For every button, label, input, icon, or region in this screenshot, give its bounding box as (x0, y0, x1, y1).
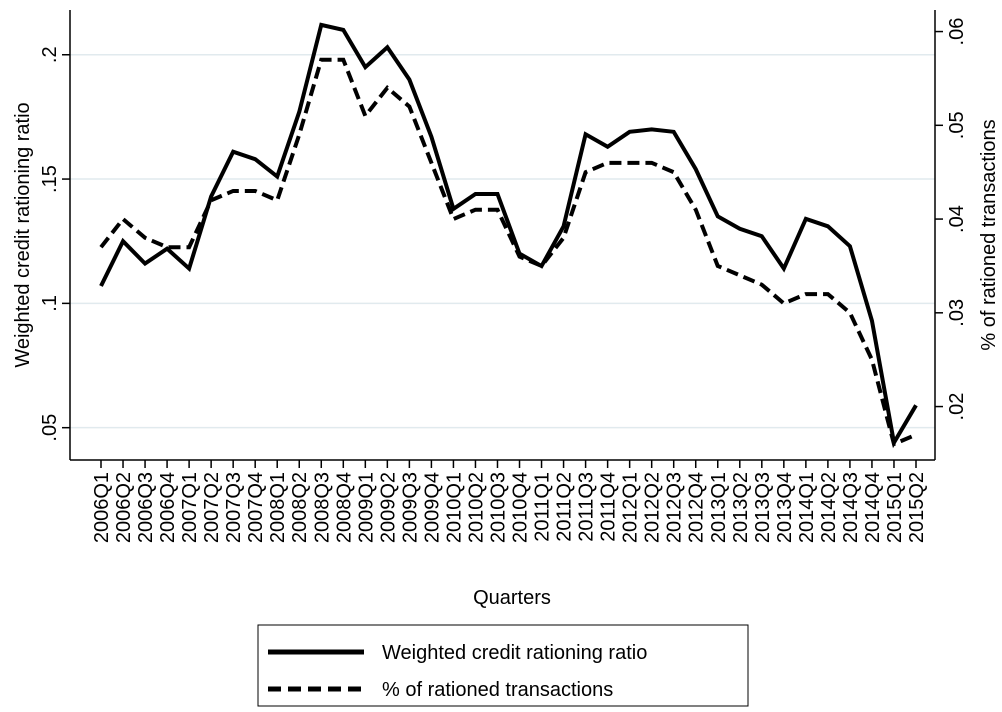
y-tick-label: .1 (39, 295, 61, 312)
x-tick-label: 2010Q3 (487, 472, 509, 543)
x-tick-label: 2008Q3 (311, 472, 333, 543)
y-tick-label: .05 (39, 414, 61, 442)
x-tick-label: 2006Q2 (113, 472, 135, 543)
x-tick-label: 2013Q1 (708, 472, 730, 543)
x-tick-label: 2010Q2 (465, 472, 487, 543)
x-tick-label: 2008Q2 (289, 472, 311, 543)
x-tick-label: 2012Q3 (664, 472, 686, 543)
x-axis-title: Quarters (473, 587, 551, 609)
x-tick-label: 2013Q3 (752, 472, 774, 543)
x-tick-label: 2014Q2 (818, 472, 840, 543)
legend-label: Weighted credit rationing ratio (382, 642, 647, 664)
x-tick-label: 2007Q2 (201, 472, 223, 543)
x-tick-label: 2006Q3 (135, 472, 157, 543)
x-tick-label: 2007Q3 (223, 472, 245, 543)
x-tick-label: 2013Q4 (774, 472, 796, 543)
y-tick-label: .15 (39, 165, 61, 193)
x-tick-label: 2014Q4 (862, 472, 884, 543)
x-tick-label: 2011Q1 (532, 472, 554, 542)
x-tick-label: 2011Q4 (598, 472, 620, 542)
x-tick-label: 2010Q4 (510, 472, 532, 543)
x-tick-label: 2011Q2 (554, 472, 576, 542)
x-tick-label: 2012Q2 (642, 472, 664, 543)
x-tick-label: 2007Q1 (179, 472, 201, 543)
legend-label: % of rationed transactions (382, 679, 613, 701)
data-line (99, 57, 917, 447)
x-tick-label: 2007Q4 (245, 472, 267, 543)
x-tick-label: 2009Q3 (399, 472, 421, 543)
x-tick-label: 2012Q4 (686, 472, 708, 543)
x-tick-label: 2006Q1 (91, 472, 113, 543)
x-tick-label: 2009Q4 (421, 472, 443, 543)
x-tick-label: 2015Q1 (884, 472, 906, 543)
data-line (99, 22, 918, 449)
x-tick-label: 2009Q1 (355, 472, 377, 543)
x-tick-label: 2009Q2 (377, 472, 399, 543)
x-tick-label: 2008Q1 (267, 472, 289, 543)
x-tick-label: 2012Q1 (620, 472, 642, 543)
y-axis-title: Weighted credit rationing ratio (12, 102, 34, 367)
legend-box (257, 624, 749, 707)
x-tick-label: 2014Q1 (796, 472, 818, 543)
x-tick-label: 2010Q1 (443, 472, 465, 543)
y2-tick-label: .04 (946, 205, 968, 233)
y-tick-label: .2 (39, 46, 61, 63)
x-tick-label: 2013Q2 (730, 472, 752, 543)
y2-tick-label: .03 (946, 299, 968, 327)
y2-tick-label: .05 (946, 111, 968, 139)
x-tick-label: 2014Q3 (840, 472, 862, 543)
y2-tick-label: .06 (946, 18, 968, 46)
x-tick-label: 2011Q3 (576, 472, 598, 542)
x-tick-label: 2008Q4 (333, 472, 355, 543)
x-tick-label: 2006Q4 (157, 472, 179, 543)
x-tick-label: 2015Q2 (906, 472, 928, 543)
y2-axis-title: % of rationed transactions (978, 119, 1000, 350)
y2-tick-label: .02 (946, 393, 968, 421)
